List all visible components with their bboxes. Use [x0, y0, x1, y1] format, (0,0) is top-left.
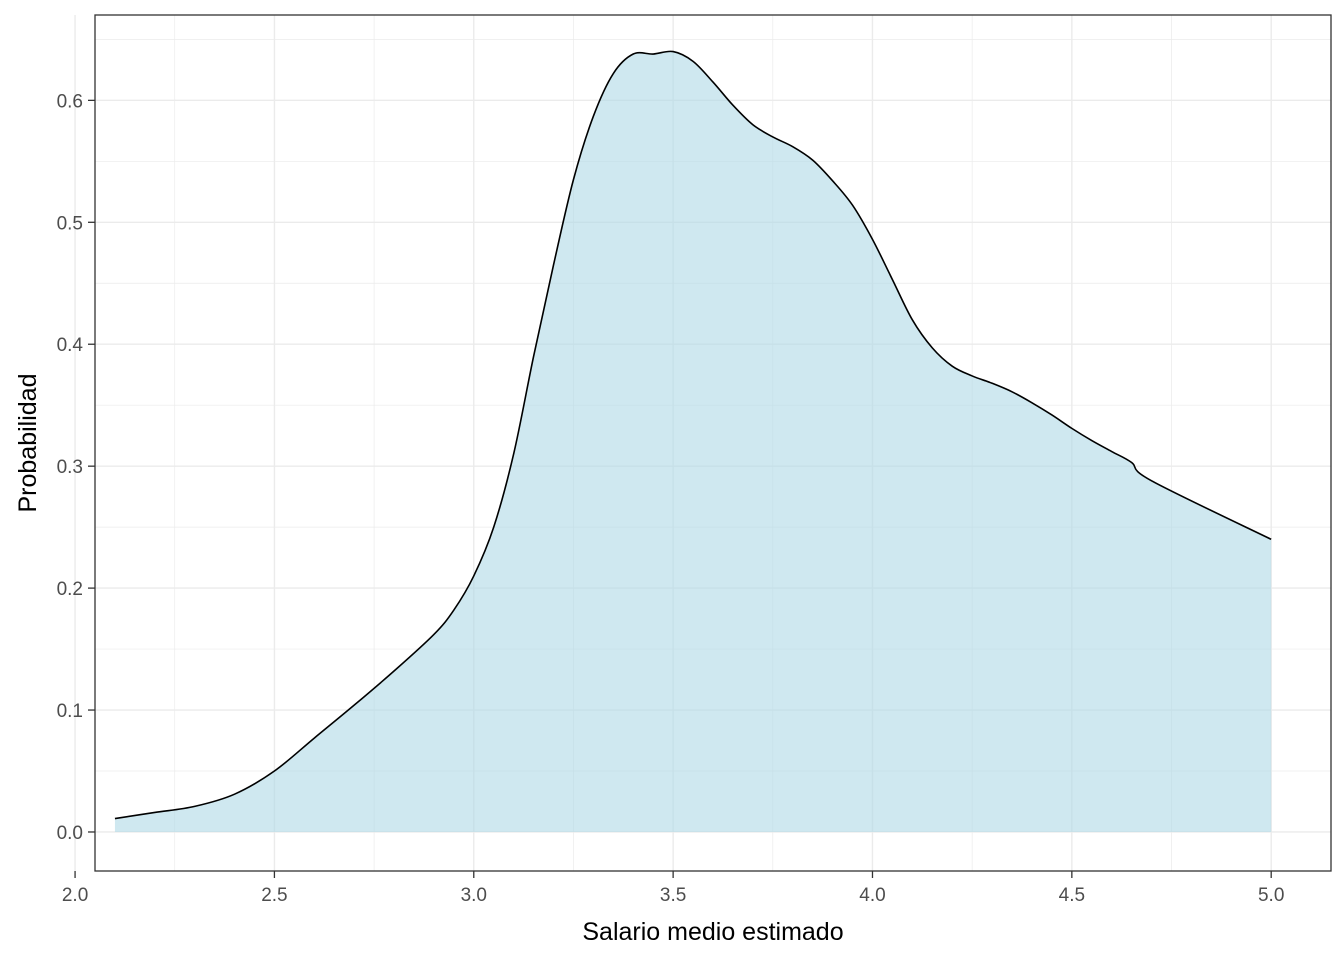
- y-tick-label: 0.3: [57, 457, 83, 478]
- y-tick-label: 0.5: [57, 213, 83, 234]
- y-tick-label: 0.4: [57, 335, 84, 356]
- x-axis: 2.0 2.5 3.0 3.5 4.0 4.5 5.0: [62, 871, 1284, 906]
- y-tick-label: 0.0: [57, 823, 83, 844]
- x-tick-label: 3.5: [660, 885, 686, 906]
- y-axis: 0.0 0.1 0.2 0.3 0.4 0.5 0.6: [57, 91, 95, 844]
- panel-border: [94, 14, 1332, 872]
- y-tick-label: 0.6: [57, 91, 83, 112]
- x-axis-title: Salario medio estimado: [582, 918, 843, 946]
- x-tick-label: 3.0: [461, 885, 487, 906]
- x-tick-label: 4.5: [1059, 885, 1085, 906]
- density-line: [114, 50, 1272, 820]
- x-tick-label: 4.0: [859, 885, 885, 906]
- x-tick-label: 2.0: [62, 885, 88, 906]
- y-tick-label: 0.1: [57, 701, 83, 722]
- density-area: [114, 51, 1272, 832]
- y-tick-label: 0.2: [57, 579, 83, 600]
- x-tick-label: 2.5: [261, 885, 287, 906]
- y-axis-title: Probabilidad: [14, 374, 42, 513]
- x-tick-label: 5.0: [1258, 885, 1284, 906]
